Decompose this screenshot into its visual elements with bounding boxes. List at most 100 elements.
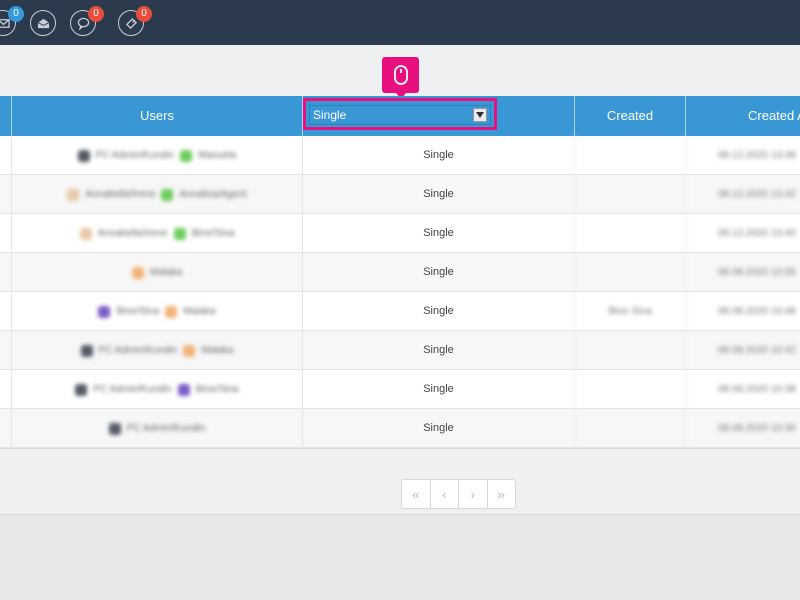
chat-icon[interactable]: 0 bbox=[70, 6, 104, 36]
dropdown-selected-value: Single bbox=[313, 108, 347, 122]
cell-created bbox=[574, 214, 685, 253]
user-name: PC Admin/Kundin bbox=[95, 150, 175, 161]
cell-users: PC Admin/Kundin bbox=[11, 409, 302, 448]
table-row[interactable]: PC Admin/Kundin Single 08.08.2020 10:30 bbox=[0, 409, 800, 448]
user-avatar bbox=[161, 188, 174, 201]
ticket-badge: 0 bbox=[136, 6, 152, 22]
users-list: PC Admin/Kundin bbox=[12, 409, 302, 448]
cell-created bbox=[574, 409, 685, 448]
cell-created: Bine Sina bbox=[574, 292, 685, 331]
user-avatar bbox=[131, 266, 144, 279]
user-name: Annalisa/Agent bbox=[179, 189, 247, 200]
cell-created-at: 08.12.2020 13:48 bbox=[685, 136, 800, 175]
ticket-icon-glyph bbox=[125, 17, 137, 29]
user-avatar bbox=[67, 188, 80, 201]
users-list: PC Admin/Kundin Manuela bbox=[12, 136, 302, 175]
user-name: Bine/Sina bbox=[191, 228, 235, 239]
next-page-button[interactable]: › bbox=[458, 480, 487, 508]
cell-users: Bine/Sina Malaka bbox=[11, 292, 302, 331]
users-list: Malaka bbox=[12, 253, 302, 292]
cell-created-at: 08.08.2020 10:30 bbox=[685, 409, 800, 448]
type-filter-dropdown[interactable]: Single bbox=[309, 105, 491, 125]
cell-created-at: 08.12.2020 13:42 bbox=[685, 175, 800, 214]
table-row[interactable]: Annabella/Irene Bine/Sina Single 08.12.2020… bbox=[0, 214, 800, 253]
first-page-button[interactable]: « bbox=[412, 486, 420, 502]
user-name: PC Admin/Kundin bbox=[126, 423, 206, 434]
users-list: PC Admin/Kundin Malaka bbox=[12, 331, 302, 370]
table-row[interactable]: Malaka Single 08.08.2020 10:55 bbox=[0, 253, 800, 292]
user-name: Annabella/Irene bbox=[97, 228, 168, 239]
cell-users: PC Admin/Kundin Manuela bbox=[11, 136, 302, 175]
user-avatar bbox=[75, 383, 88, 396]
cell-created bbox=[574, 136, 685, 175]
envelope-open-glyph bbox=[37, 18, 49, 28]
cell-users: Malaka bbox=[11, 253, 302, 292]
user-name: Malaka bbox=[201, 345, 234, 356]
users-list: PC Admin/Kundin Bine/Sina bbox=[12, 370, 302, 409]
chat-badge: 0 bbox=[88, 6, 104, 22]
header-users[interactable]: Users bbox=[11, 96, 302, 136]
user-name: Malaka bbox=[149, 267, 183, 278]
cell-created-at: 08.08.2020 10:38 bbox=[685, 370, 800, 409]
users-list: Annabella/Irene Annalisa/Agent bbox=[12, 175, 302, 214]
user-name: Bine/Sina bbox=[116, 306, 160, 317]
user-avatar bbox=[183, 344, 196, 357]
user-avatar bbox=[79, 227, 92, 240]
user-name: Malaka bbox=[183, 306, 216, 317]
cell-created-at: 08.08.2020 10:48 bbox=[685, 292, 800, 331]
cell-created bbox=[574, 253, 685, 292]
top-navbar: 0 0 0 bbox=[0, 0, 800, 45]
cell-type: Single bbox=[302, 409, 574, 448]
pagination: « ‹ › » bbox=[401, 479, 516, 509]
user-name: Bine/Sina bbox=[195, 384, 239, 395]
users-list: Annabella/Irene Bine/Sina bbox=[12, 214, 302, 253]
table-row[interactable]: Bine/Sina Malaka Single Bine Sina 08.08.2020… bbox=[0, 292, 800, 331]
header-created[interactable]: Created bbox=[574, 96, 685, 136]
user-avatar bbox=[80, 344, 93, 357]
cell-users: PC Admin/Kundin Bine/Sina bbox=[11, 370, 302, 409]
cell-created bbox=[574, 175, 685, 214]
mail-icon[interactable]: 0 bbox=[0, 6, 24, 36]
mouse-click-indicator bbox=[382, 57, 419, 99]
cell-type: Single bbox=[302, 253, 574, 292]
table-row[interactable]: PC Admin/Kundin Manuela Single 08.12.2020 1… bbox=[0, 136, 800, 175]
mouse-icon bbox=[393, 65, 408, 85]
cell-users: Annabella/Irene Annalisa/Agent bbox=[11, 175, 302, 214]
chevron-down-icon[interactable] bbox=[473, 108, 487, 122]
user-name: PC Admin/Kundin bbox=[93, 384, 172, 395]
cell-type: Single bbox=[302, 370, 574, 409]
cell-users: Annabella/Irene Bine/Sina bbox=[11, 214, 302, 253]
cell-type: Single bbox=[302, 292, 574, 331]
user-name: PC Admin/Kundin bbox=[98, 345, 178, 356]
cell-created bbox=[574, 331, 685, 370]
ticket-icon[interactable]: 0 bbox=[118, 6, 152, 36]
header-type bbox=[302, 96, 574, 136]
user-name: Annabella/Irene bbox=[85, 189, 156, 200]
header-created-at[interactable]: Created A bbox=[685, 96, 800, 136]
table-row[interactable]: Annabella/Irene Annalisa/Agent Single 08.12… bbox=[0, 175, 800, 214]
envelope-open-icon[interactable] bbox=[30, 10, 56, 36]
cell-type: Single bbox=[302, 175, 574, 214]
table-row[interactable]: PC Admin/Kundin Bine/Sina Single 08.08.2020… bbox=[0, 370, 800, 409]
cell-type: Single bbox=[302, 136, 574, 175]
data-table: Users Created Created A PC Admin/Kundin M… bbox=[0, 96, 800, 449]
user-avatar bbox=[177, 383, 190, 396]
cell-type: Single bbox=[302, 214, 574, 253]
prev-page-button[interactable]: ‹ bbox=[429, 480, 459, 508]
cell-users: PC Admin/Kundin Malaka bbox=[11, 331, 302, 370]
user-avatar bbox=[180, 149, 193, 162]
page-footer bbox=[0, 514, 800, 600]
table-row[interactable]: PC Admin/Kundin Malaka Single 08.08.2020 10… bbox=[0, 331, 800, 370]
cell-created-at: 08.08.2020 10:42 bbox=[685, 331, 800, 370]
user-avatar bbox=[98, 305, 111, 318]
users-list: Bine/Sina Malaka bbox=[12, 292, 302, 331]
user-avatar bbox=[165, 305, 178, 318]
last-page-button[interactable]: » bbox=[486, 480, 516, 508]
user-name: Manuela bbox=[198, 150, 237, 161]
mail-icon-glyph bbox=[0, 18, 10, 28]
mail-badge: 0 bbox=[8, 6, 24, 22]
chat-icon-glyph bbox=[77, 17, 89, 30]
user-avatar bbox=[77, 149, 90, 162]
cell-created-at: 08.12.2020 13:40 bbox=[685, 214, 800, 253]
cell-created-at: 08.08.2020 10:55 bbox=[685, 253, 800, 292]
